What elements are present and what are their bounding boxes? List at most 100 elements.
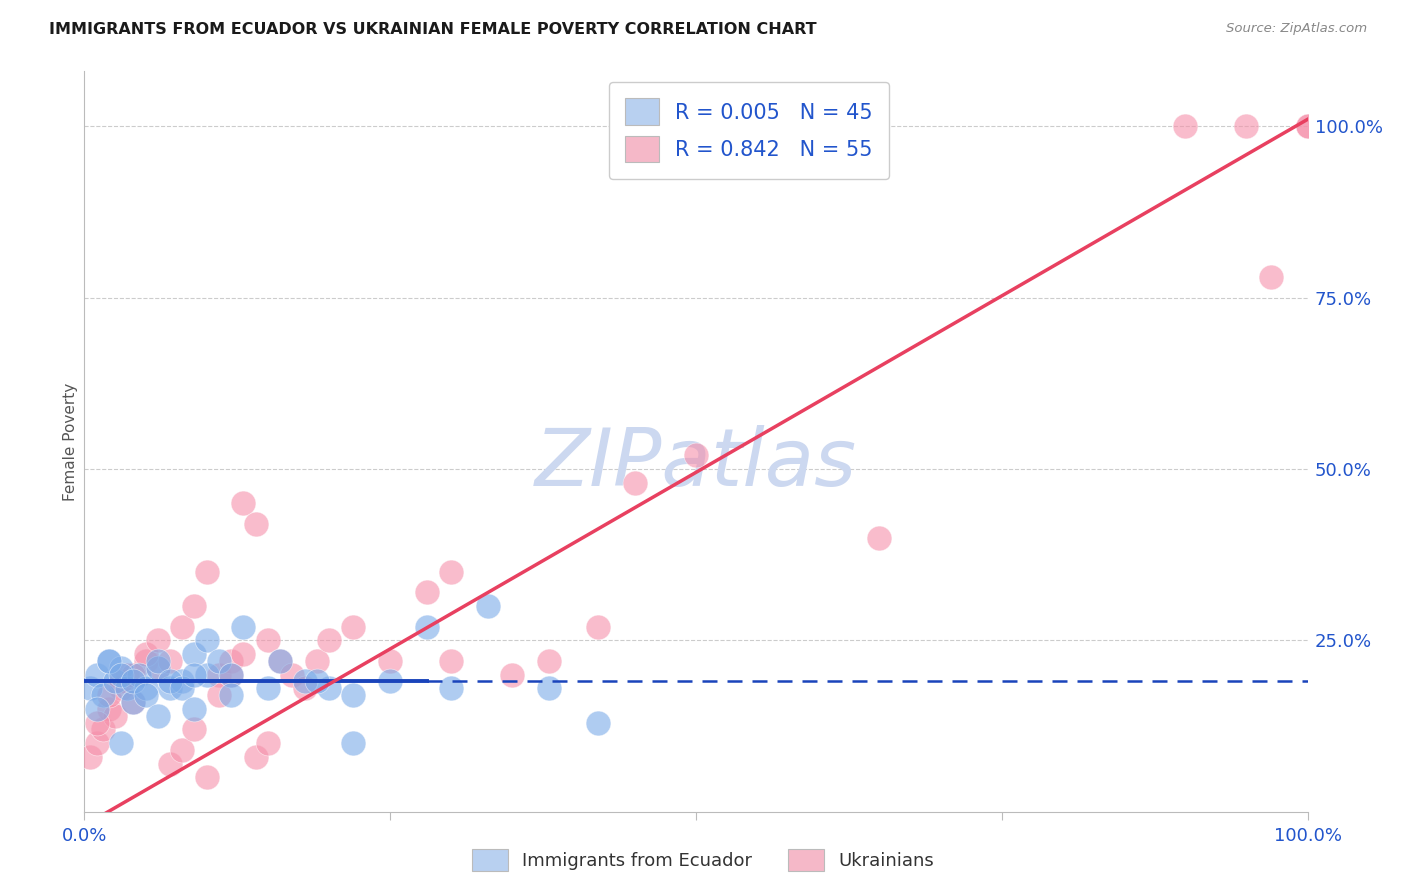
Point (172, 743, 194, 757)
Point (86, 667, 108, 681)
Point (122, 695, 145, 709)
Point (86, 736, 108, 750)
Point (104, 674, 127, 689)
Point (1296, 119, 1319, 133)
Point (135, 654, 157, 668)
Point (1260, 270, 1282, 285)
Point (294, 681, 316, 696)
Point (380, 674, 402, 689)
Point (110, 667, 132, 681)
Point (110, 736, 132, 750)
Text: Source: ZipAtlas.com: Source: ZipAtlas.com (1226, 22, 1367, 36)
Point (245, 516, 267, 531)
Point (1236, 119, 1258, 133)
Point (416, 585, 439, 599)
Point (172, 674, 194, 689)
Point (183, 647, 205, 661)
Point (115, 681, 138, 696)
Point (219, 654, 242, 668)
Point (79, 750, 101, 764)
Point (281, 667, 304, 681)
Point (122, 667, 145, 681)
Point (440, 681, 463, 696)
Point (97, 654, 120, 668)
Point (1296, 119, 1319, 133)
Point (440, 565, 463, 579)
Point (97, 702, 120, 716)
Point (208, 688, 231, 702)
Point (195, 633, 218, 648)
Point (257, 681, 280, 696)
Point (159, 654, 181, 668)
Point (159, 674, 181, 689)
Point (79, 681, 101, 696)
Point (183, 667, 205, 681)
Point (245, 750, 267, 764)
Point (172, 681, 194, 696)
Point (342, 736, 364, 750)
Point (128, 667, 150, 681)
Point (146, 661, 169, 675)
Point (257, 633, 280, 648)
Point (115, 667, 138, 681)
Point (146, 633, 169, 648)
Point (208, 667, 231, 681)
Point (146, 661, 169, 675)
Point (685, 448, 707, 462)
Point (104, 708, 127, 723)
Point (318, 681, 340, 696)
Point (195, 771, 218, 785)
Point (110, 661, 132, 675)
Point (586, 715, 609, 730)
Point (172, 619, 194, 633)
Legend: Immigrants from Ecuador, Ukrainians: Immigrants from Ecuador, Ukrainians (464, 842, 942, 879)
Point (110, 674, 132, 689)
Point (502, 667, 524, 681)
Point (159, 756, 181, 771)
Point (183, 723, 205, 737)
Point (146, 654, 169, 668)
Point (219, 688, 242, 702)
Point (122, 674, 145, 689)
Point (538, 654, 561, 668)
Point (624, 475, 647, 490)
Point (110, 681, 132, 696)
Point (477, 599, 499, 613)
Text: ZIPatlas: ZIPatlas (534, 425, 858, 503)
Point (135, 647, 157, 661)
Point (86, 715, 108, 730)
Point (269, 654, 291, 668)
Point (135, 681, 157, 696)
Point (257, 736, 280, 750)
Point (195, 667, 218, 681)
Point (232, 647, 254, 661)
Point (869, 531, 891, 545)
Point (305, 654, 328, 668)
Point (586, 619, 609, 633)
Point (416, 619, 439, 633)
Legend: R = 0.005   N = 45, R = 0.842   N = 55: R = 0.005 N = 45, R = 0.842 N = 55 (609, 82, 890, 179)
Point (97, 654, 120, 668)
Point (269, 654, 291, 668)
Point (232, 496, 254, 510)
Point (122, 695, 145, 709)
Point (219, 667, 242, 681)
Point (538, 681, 561, 696)
Point (97, 688, 120, 702)
Point (232, 619, 254, 633)
Point (318, 633, 340, 648)
Point (208, 654, 231, 668)
Text: IMMIGRANTS FROM ECUADOR VS UKRAINIAN FEMALE POVERTY CORRELATION CHART: IMMIGRANTS FROM ECUADOR VS UKRAINIAN FEM… (49, 22, 817, 37)
Point (342, 688, 364, 702)
Point (1174, 119, 1197, 133)
Point (294, 674, 316, 689)
Point (380, 654, 402, 668)
Point (146, 708, 169, 723)
Point (183, 599, 205, 613)
Y-axis label: Female Poverty: Female Poverty (63, 383, 77, 500)
Point (135, 688, 157, 702)
Point (440, 654, 463, 668)
Point (342, 619, 364, 633)
Point (219, 667, 242, 681)
Point (305, 674, 328, 689)
